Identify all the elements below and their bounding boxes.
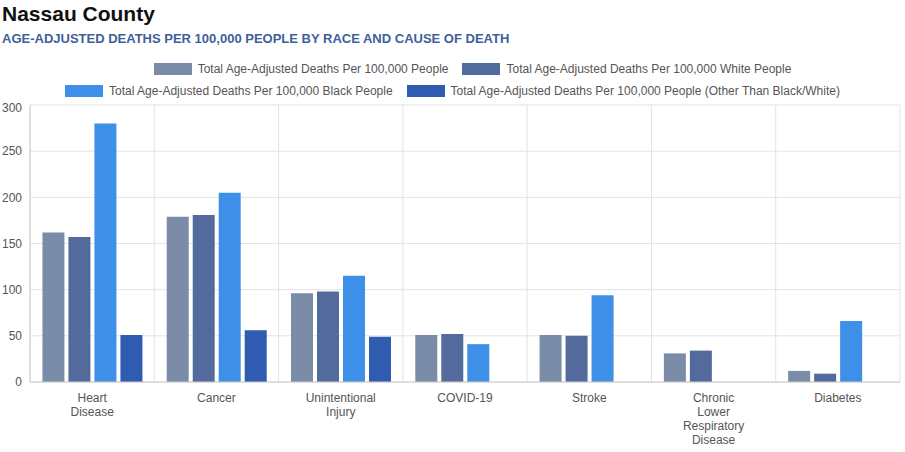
svg-text:0: 0 (15, 375, 22, 389)
html-text:Total Age-Adjusted Deaths Per: Total Age-Adjusted Deaths Per 100,000 Pe… (450, 84, 840, 98)
html-text:Total Age-Adjusted Deaths Per: Total Age-Adjusted Deaths Per 100,000 Wh… (506, 62, 792, 76)
svg-text:HeartDisease: HeartDisease (70, 391, 114, 419)
svg-text:Diabetes: Diabetes (814, 391, 861, 405)
svg-text:150: 150 (8, 237, 22, 251)
svg-text:COVID-19: COVID-19 (437, 391, 493, 405)
html-text:Total Age-Adjusted Deaths Per: Total Age-Adjusted Deaths Per 100,000 Pe… (197, 62, 449, 76)
svg-text:250: 250 (8, 144, 22, 158)
svg-text:ChronicLowerRespiratoryDisease: ChronicLowerRespiratoryDisease (683, 391, 744, 447)
svg-text:200: 200 (8, 191, 22, 205)
svg-text:300: 300 (8, 101, 22, 115)
svg-text:50: 50 (9, 329, 23, 343)
svg-text:100: 100 (8, 283, 22, 297)
svg-text:UnintentionalInjury: UnintentionalInjury (306, 391, 376, 419)
html-text:Nassau County: Nassau County (2, 2, 155, 25)
svg-text:Cancer: Cancer (197, 391, 236, 405)
html-text:Total Age-Adjusted Deaths Per: Total Age-Adjusted Deaths Per 100,000 Bl… (109, 84, 393, 98)
html-text:AGE-ADJUSTED DEATHS PER 100,00: AGE-ADJUSTED DEATHS PER 100,000 PEOPLE B… (2, 31, 510, 46)
svg-text:Stroke: Stroke (572, 391, 607, 405)
